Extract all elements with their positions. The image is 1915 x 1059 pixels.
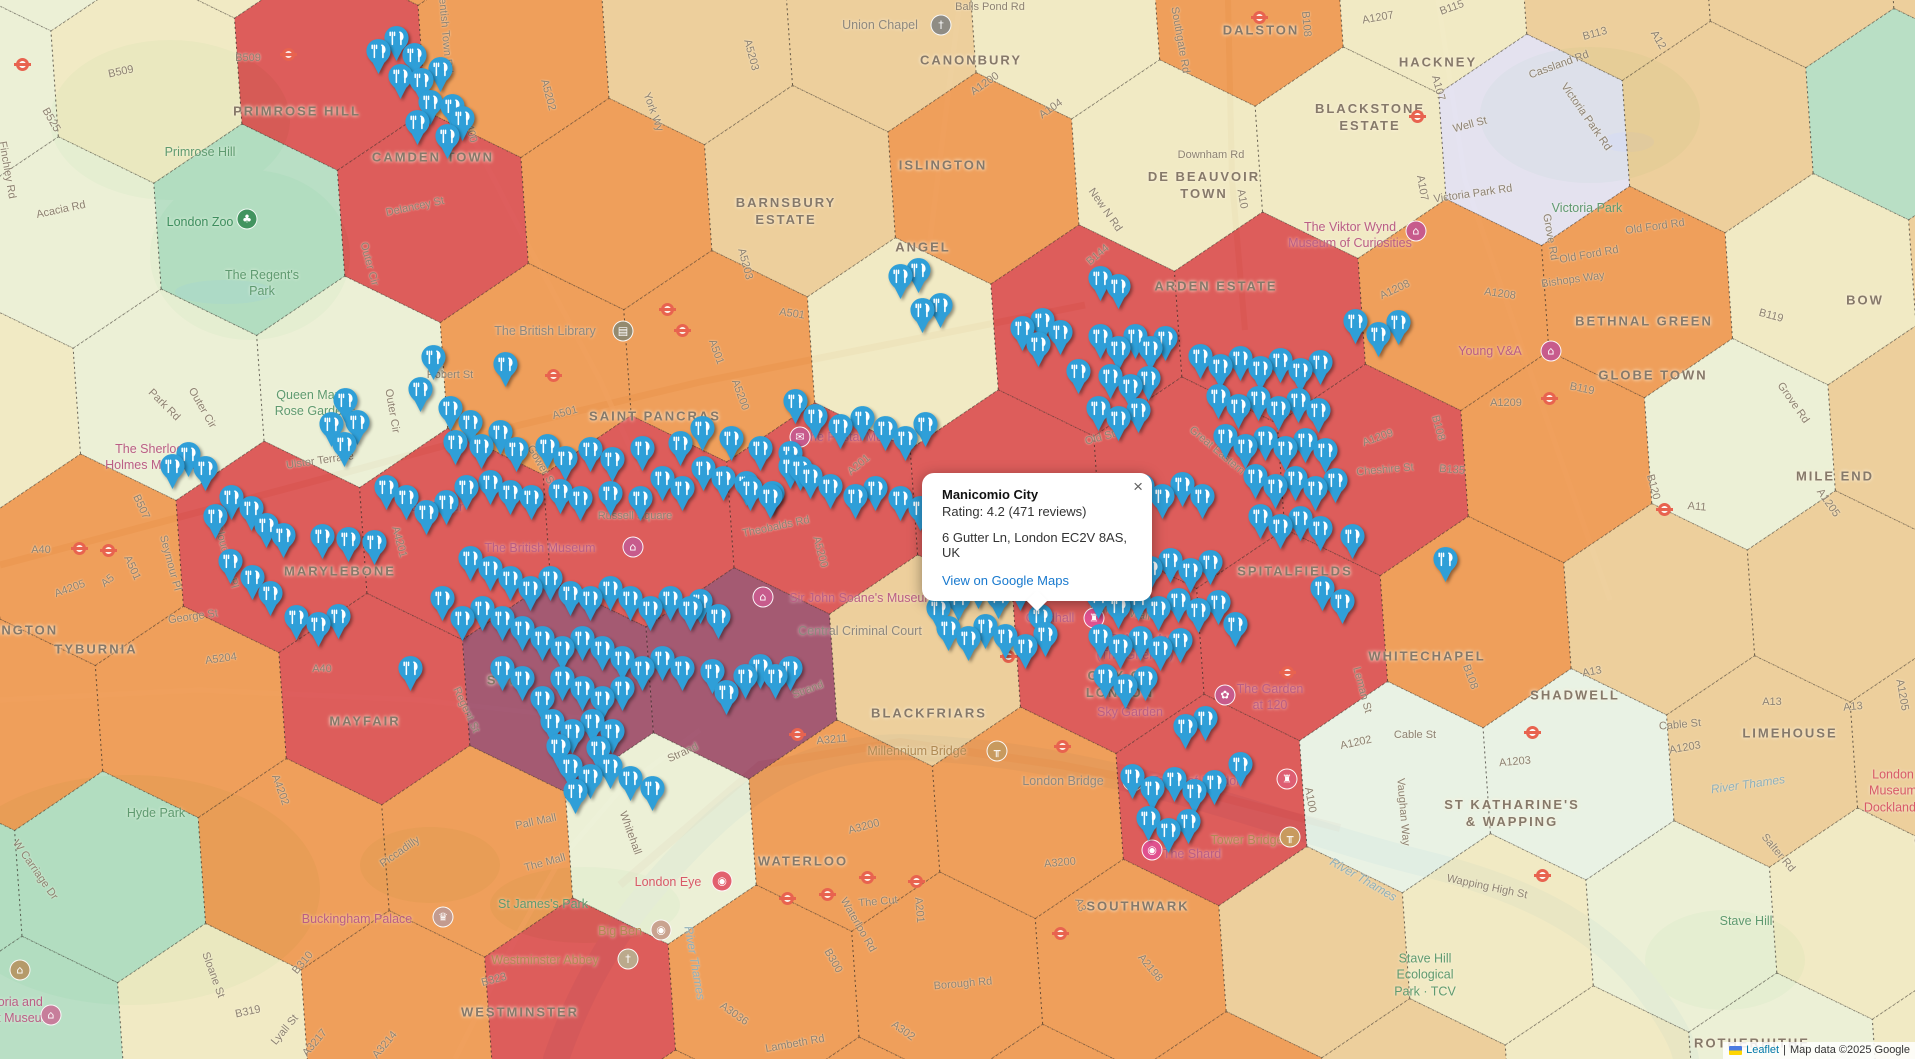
restaurant-marker[interactable] bbox=[639, 775, 666, 812]
restaurant-marker[interactable] bbox=[669, 655, 696, 692]
restaurant-marker[interactable] bbox=[627, 485, 654, 522]
restaurant-marker[interactable] bbox=[1112, 673, 1139, 710]
restaurant-marker[interactable] bbox=[1105, 273, 1132, 310]
restaurant-marker[interactable] bbox=[1267, 513, 1294, 550]
restaurant-marker[interactable] bbox=[842, 483, 869, 520]
restaurant-marker[interactable] bbox=[1025, 331, 1052, 368]
restaurant-marker[interactable] bbox=[552, 445, 579, 482]
hex-cell bbox=[417, 0, 610, 159]
restaurant-marker[interactable] bbox=[159, 453, 186, 490]
view-on-google-maps-link[interactable]: View on Google Maps bbox=[942, 573, 1069, 588]
restaurant-marker[interactable] bbox=[397, 655, 424, 692]
hex-cell bbox=[1746, 490, 1915, 703]
hex-cell bbox=[784, 0, 977, 133]
restaurant-marker[interactable] bbox=[202, 503, 229, 540]
restaurant-marker[interactable] bbox=[577, 585, 604, 622]
restaurant-marker[interactable] bbox=[762, 663, 789, 700]
restaurant-marker[interactable] bbox=[449, 605, 476, 642]
restaurant-marker[interactable] bbox=[407, 376, 434, 413]
map-popup: × Manicomio City Rating: 4.2 (471 review… bbox=[922, 473, 1152, 612]
restaurant-marker[interactable] bbox=[1105, 405, 1132, 442]
attribution-text: Map data ©2025 Google bbox=[1789, 1044, 1910, 1056]
restaurant-marker[interactable] bbox=[442, 429, 469, 466]
restaurant-marker[interactable] bbox=[468, 433, 495, 470]
attribution-bar: Leaflet | Map data ©2025 Google bbox=[1723, 1042, 1915, 1059]
restaurant-marker[interactable] bbox=[1012, 633, 1039, 670]
restaurant-marker[interactable] bbox=[1432, 546, 1459, 583]
restaurant-marker[interactable] bbox=[955, 625, 982, 662]
restaurant-marker[interactable] bbox=[567, 485, 594, 522]
hex-cell bbox=[1827, 325, 1915, 538]
hex-cell bbox=[1768, 807, 1915, 1020]
restaurant-marker[interactable] bbox=[718, 425, 745, 462]
popup-title: Manicomio City bbox=[942, 487, 1039, 502]
restaurant-marker[interactable] bbox=[892, 425, 919, 462]
hex-cell bbox=[1151, 0, 1344, 107]
restaurant-marker[interactable] bbox=[413, 499, 440, 536]
restaurant-marker[interactable] bbox=[1172, 713, 1199, 750]
restaurant-marker[interactable] bbox=[331, 431, 358, 468]
restaurant-marker[interactable] bbox=[1329, 588, 1356, 625]
hex-cell bbox=[1702, 0, 1895, 69]
restaurant-marker[interactable] bbox=[1065, 358, 1092, 395]
hex-cell bbox=[1871, 959, 1915, 1059]
restaurant-marker[interactable] bbox=[503, 436, 530, 473]
restaurant-marker[interactable] bbox=[434, 123, 461, 160]
restaurant-marker[interactable] bbox=[309, 523, 336, 560]
popup-box: × Manicomio City Rating: 4.2 (471 review… bbox=[922, 473, 1152, 612]
restaurant-marker[interactable] bbox=[747, 435, 774, 472]
restaurant-marker[interactable] bbox=[817, 473, 844, 510]
restaurant-marker[interactable] bbox=[713, 679, 740, 716]
restaurant-marker[interactable] bbox=[1149, 483, 1176, 520]
restaurant-marker[interactable] bbox=[517, 575, 544, 612]
hex-cell bbox=[1805, 7, 1915, 221]
restaurant-marker[interactable] bbox=[404, 109, 431, 146]
ukraine-flag-icon bbox=[1729, 1046, 1743, 1055]
hex-cell bbox=[1518, 0, 1711, 82]
restaurant-marker[interactable] bbox=[757, 483, 784, 520]
restaurant-marker[interactable] bbox=[1222, 611, 1249, 648]
restaurant-marker[interactable] bbox=[1365, 321, 1392, 358]
restaurant-marker[interactable] bbox=[518, 484, 545, 521]
restaurant-marker[interactable] bbox=[1339, 523, 1366, 560]
restaurant-marker[interactable] bbox=[677, 595, 704, 632]
restaurant-marker[interactable] bbox=[597, 480, 624, 517]
restaurant-marker[interactable] bbox=[1227, 751, 1254, 788]
attribution-separator: | bbox=[1783, 1044, 1786, 1056]
restaurant-marker[interactable] bbox=[705, 603, 732, 640]
restaurant-marker[interactable] bbox=[909, 297, 936, 334]
restaurant-marker[interactable] bbox=[335, 526, 362, 563]
restaurant-marker[interactable] bbox=[637, 595, 664, 632]
hex-cell bbox=[1335, 0, 1528, 94]
restaurant-marker[interactable] bbox=[827, 413, 854, 450]
restaurant-marker[interactable] bbox=[802, 403, 829, 440]
popup-close-button[interactable]: × bbox=[1133, 477, 1143, 496]
restaurant-marker[interactable] bbox=[669, 475, 696, 512]
restaurant-marker[interactable] bbox=[887, 263, 914, 300]
hex-cell bbox=[1908, 160, 1915, 373]
popup-rating: Rating: 4.2 (471 reviews) bbox=[942, 504, 1087, 519]
popup-address: 6 Gutter Ln, London EC2V 8AS, UK bbox=[942, 530, 1128, 560]
popup-link-row: View on Google Maps bbox=[942, 573, 1132, 588]
restaurant-marker[interactable] bbox=[1155, 817, 1182, 854]
restaurant-marker[interactable] bbox=[270, 522, 297, 559]
hex-cell bbox=[601, 0, 794, 146]
restaurant-marker[interactable] bbox=[562, 778, 589, 815]
restaurant-marker[interactable] bbox=[492, 351, 519, 388]
restaurant-marker[interactable] bbox=[257, 580, 284, 617]
restaurant-marker[interactable] bbox=[192, 455, 219, 492]
leaflet-link[interactable]: Leaflet bbox=[1746, 1044, 1780, 1056]
restaurant-marker[interactable] bbox=[599, 446, 626, 483]
restaurant-marker[interactable] bbox=[305, 611, 332, 648]
restaurant-marker[interactable] bbox=[1189, 483, 1216, 520]
hex-cell bbox=[968, 0, 1161, 120]
restaurant-marker[interactable] bbox=[1307, 515, 1334, 552]
hex-cell bbox=[1849, 642, 1915, 855]
restaurant-marker[interactable] bbox=[361, 529, 388, 566]
